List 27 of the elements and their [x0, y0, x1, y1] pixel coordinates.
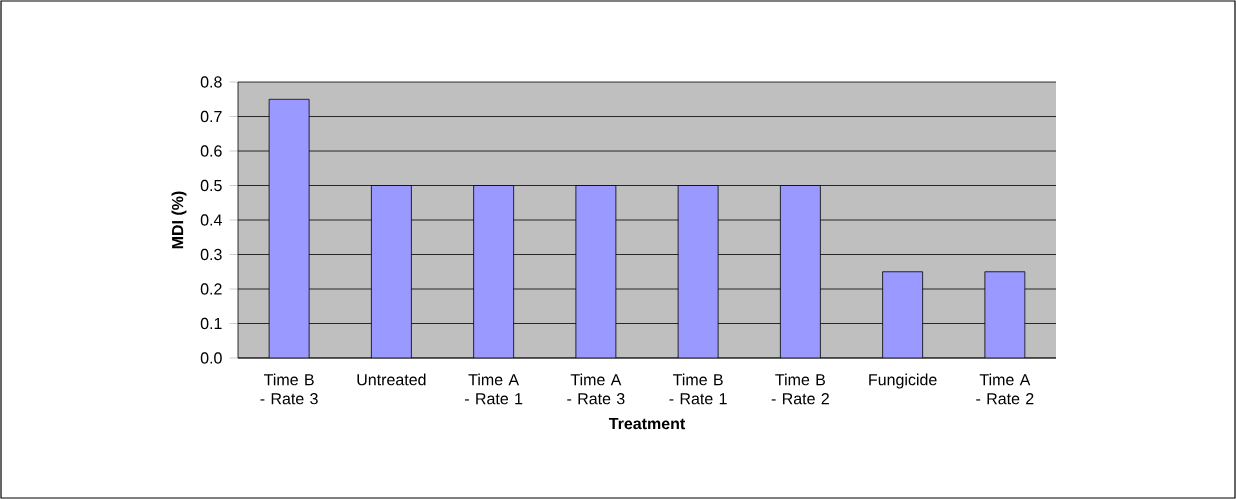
x-tick-label: Time A - Rate 2 [976, 373, 1034, 405]
bar [779, 185, 821, 358]
bar [575, 185, 617, 358]
bar [677, 185, 719, 358]
x-tick-label: Time B - Rate 1 [669, 373, 727, 405]
x-tick-label: Time A - Rate 1 [465, 373, 523, 405]
x-tick-label: Fungicide [869, 373, 937, 389]
bar [984, 271, 1026, 358]
bar [370, 185, 412, 358]
y-axis-title: MDI (%) [171, 191, 187, 249]
x-tick-label: Time A - Rate 3 [567, 373, 625, 405]
y-tick-label: 0.2 [200, 283, 222, 295]
y-tick-label: 0.1 [200, 317, 222, 330]
bar [268, 98, 310, 358]
x-tick-label: Time B - Rate 3 [260, 373, 318, 405]
bar [882, 271, 924, 358]
y-tick-label: 0.3 [200, 248, 222, 261]
y-tick-label: 0.7 [200, 110, 222, 123]
y-tick-label: 0.0 [200, 352, 222, 364]
bar [473, 185, 515, 358]
y-tick-label: 0.4 [200, 214, 222, 226]
x-axis-title: Treatment [608, 418, 686, 430]
y-tick-label: 0.8 [200, 76, 222, 88]
x-tick-label: Time B - Rate 2 [771, 373, 829, 405]
y-tick-label: 0.6 [200, 145, 222, 157]
x-tick-label: Untreated [357, 373, 426, 386]
y-tick-label: 0.5 [200, 179, 222, 192]
